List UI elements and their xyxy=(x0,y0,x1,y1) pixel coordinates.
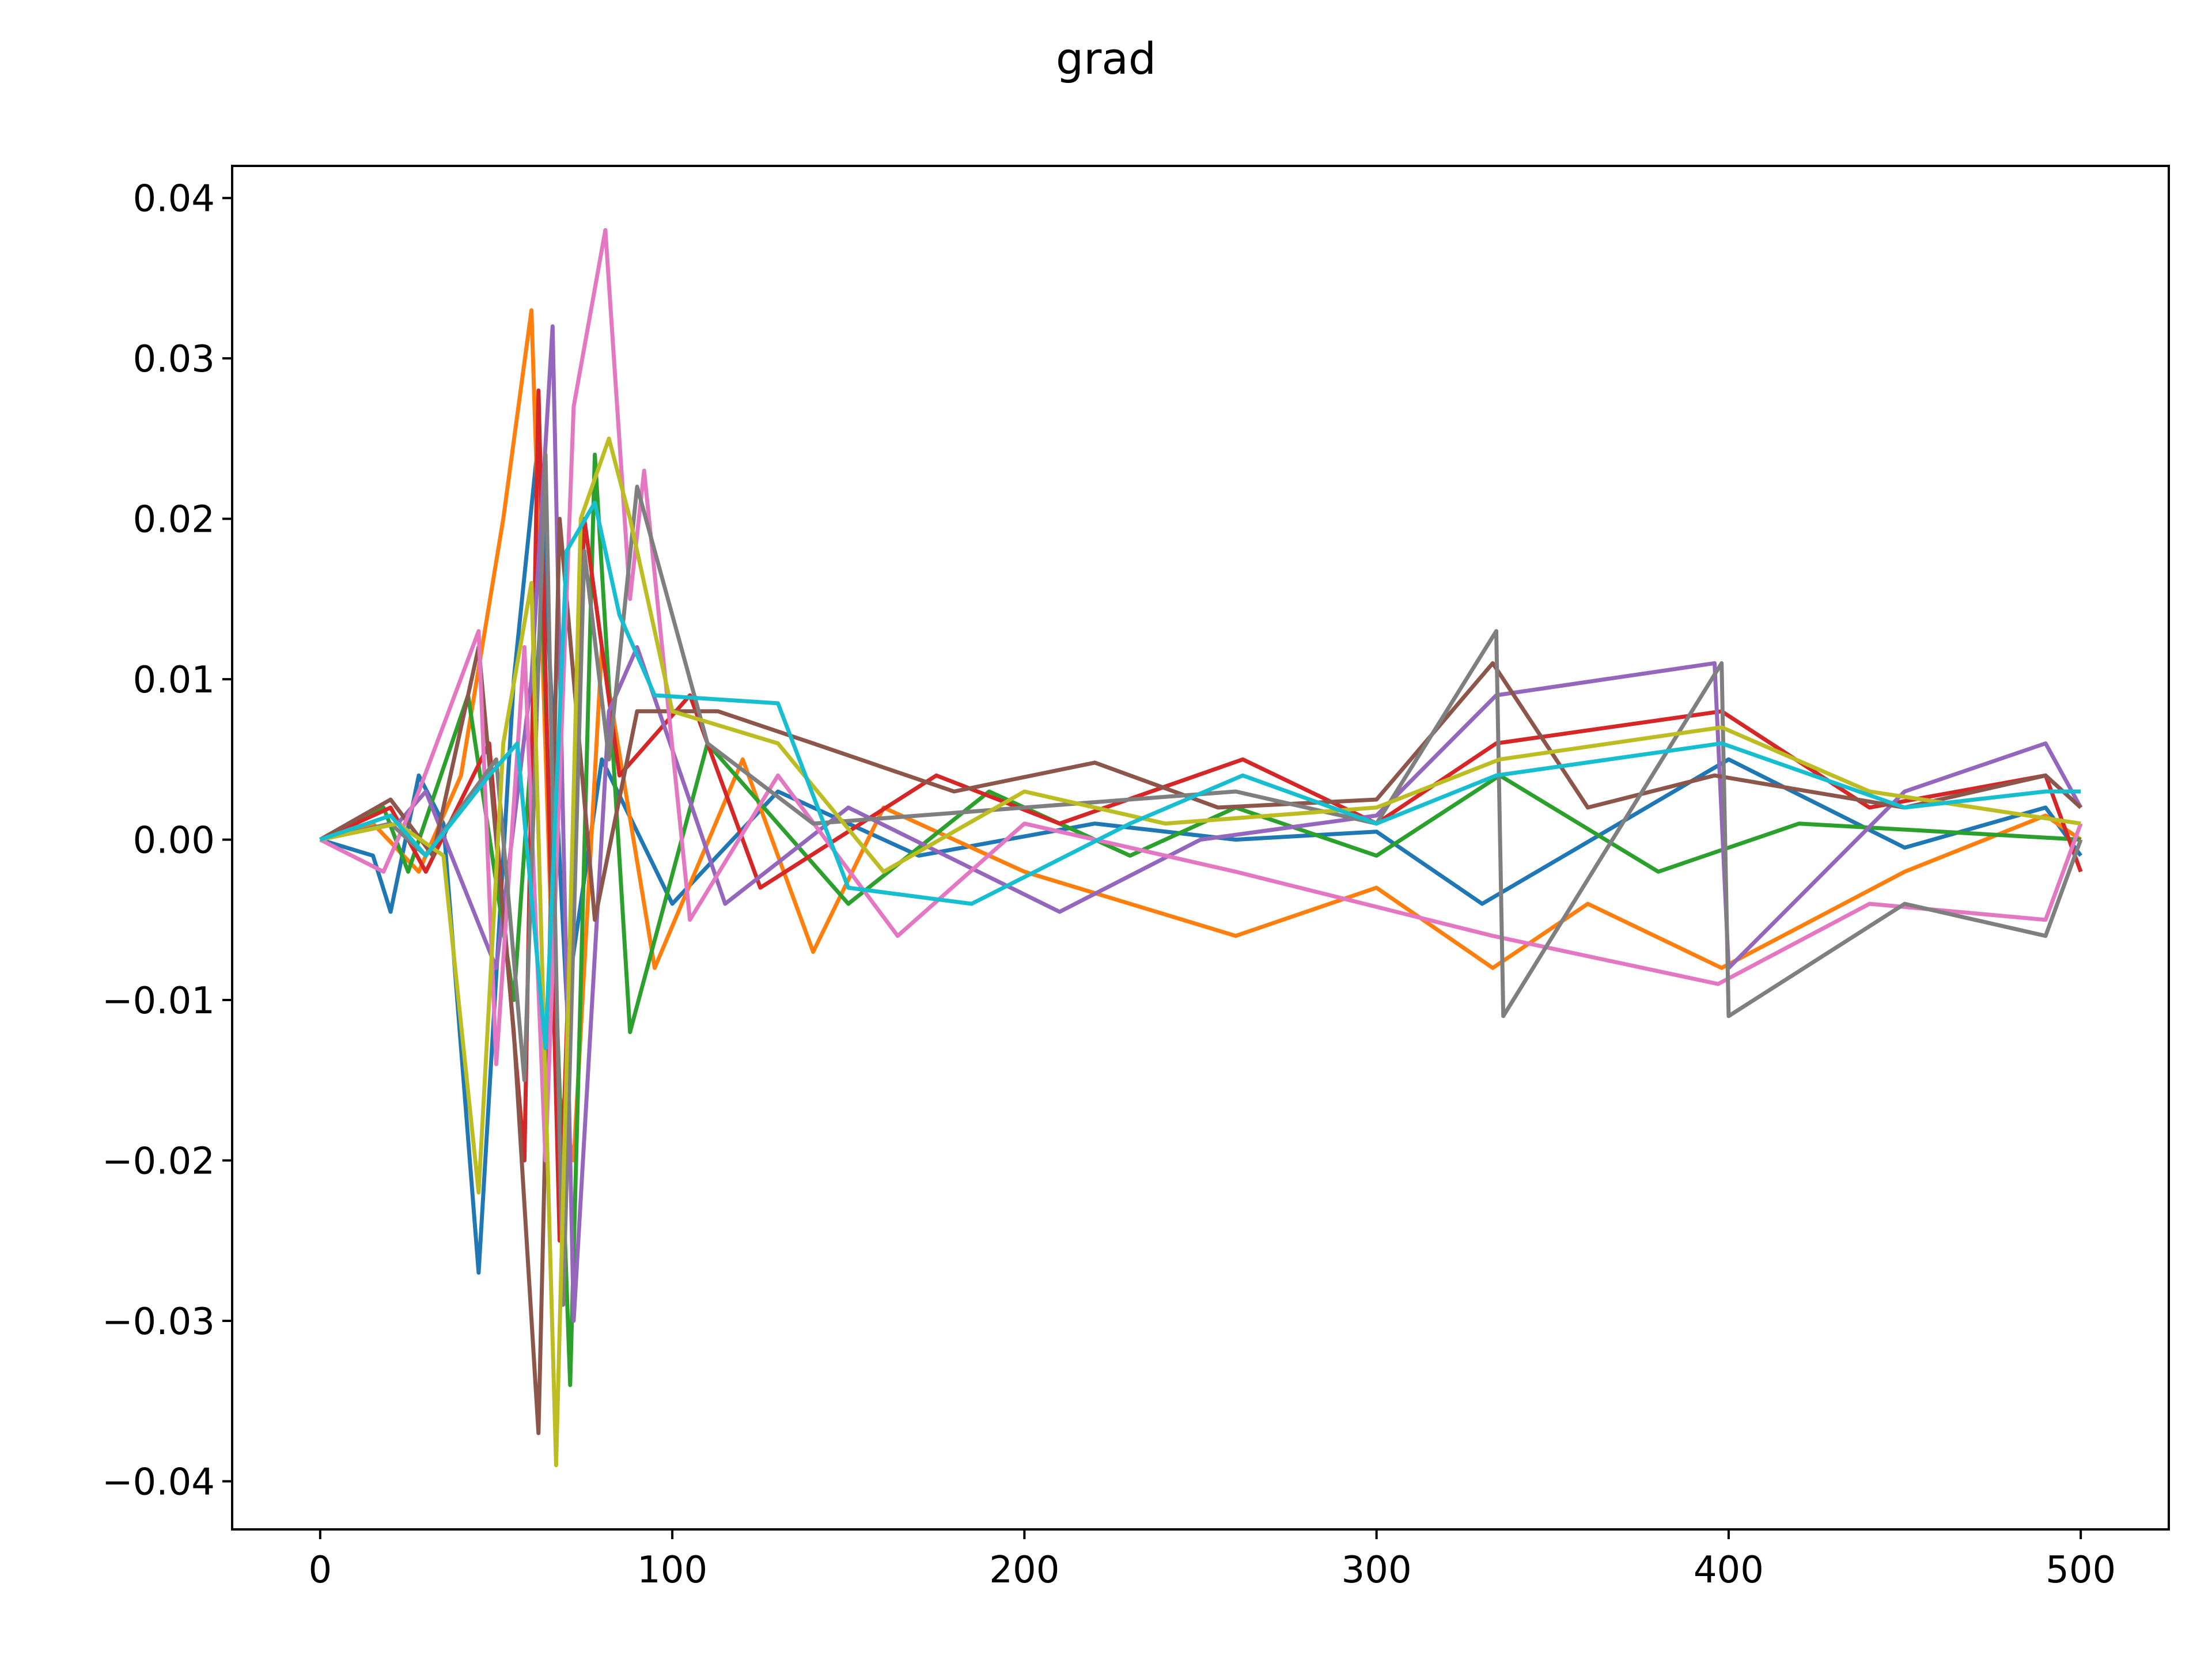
series-line-8 xyxy=(320,452,2083,1307)
series-line-10 xyxy=(319,501,2081,1051)
y-tick-label: −0.03 xyxy=(102,1301,215,1343)
y-tick-label: −0.01 xyxy=(102,980,215,1022)
x-axis: 0 100 200 300 400 500 xyxy=(308,1529,2116,1592)
x-tick-label: 400 xyxy=(1694,1549,1764,1592)
y-axis: 0.04 0.03 0.02 0.01 0.00 −0.01 −0.02 −0.03 −0.04 xyxy=(102,178,232,1503)
series-line-7 xyxy=(319,228,2083,1162)
series-line-2 xyxy=(319,308,2082,1162)
y-tick-label: −0.04 xyxy=(102,1461,215,1503)
x-tick-label: 200 xyxy=(989,1549,1059,1592)
series-layer xyxy=(319,228,2083,1468)
y-tick-label: 0.01 xyxy=(133,659,215,702)
y-tick-label: 0.04 xyxy=(133,178,215,221)
x-tick-label: 0 xyxy=(308,1549,332,1592)
y-tick-label: 0.00 xyxy=(133,820,215,862)
chart-title: grad xyxy=(1056,33,1156,84)
series-line-9 xyxy=(320,436,2081,1468)
x-tick-label: 300 xyxy=(1342,1549,1412,1592)
plot-frame xyxy=(231,165,2170,1531)
x-tick-label: 500 xyxy=(2046,1549,2116,1592)
x-tick-label: 100 xyxy=(637,1549,707,1592)
y-tick-label: 0.03 xyxy=(133,338,215,381)
y-tick-label: 0.02 xyxy=(133,499,215,541)
y-tick-label: −0.02 xyxy=(102,1141,215,1183)
